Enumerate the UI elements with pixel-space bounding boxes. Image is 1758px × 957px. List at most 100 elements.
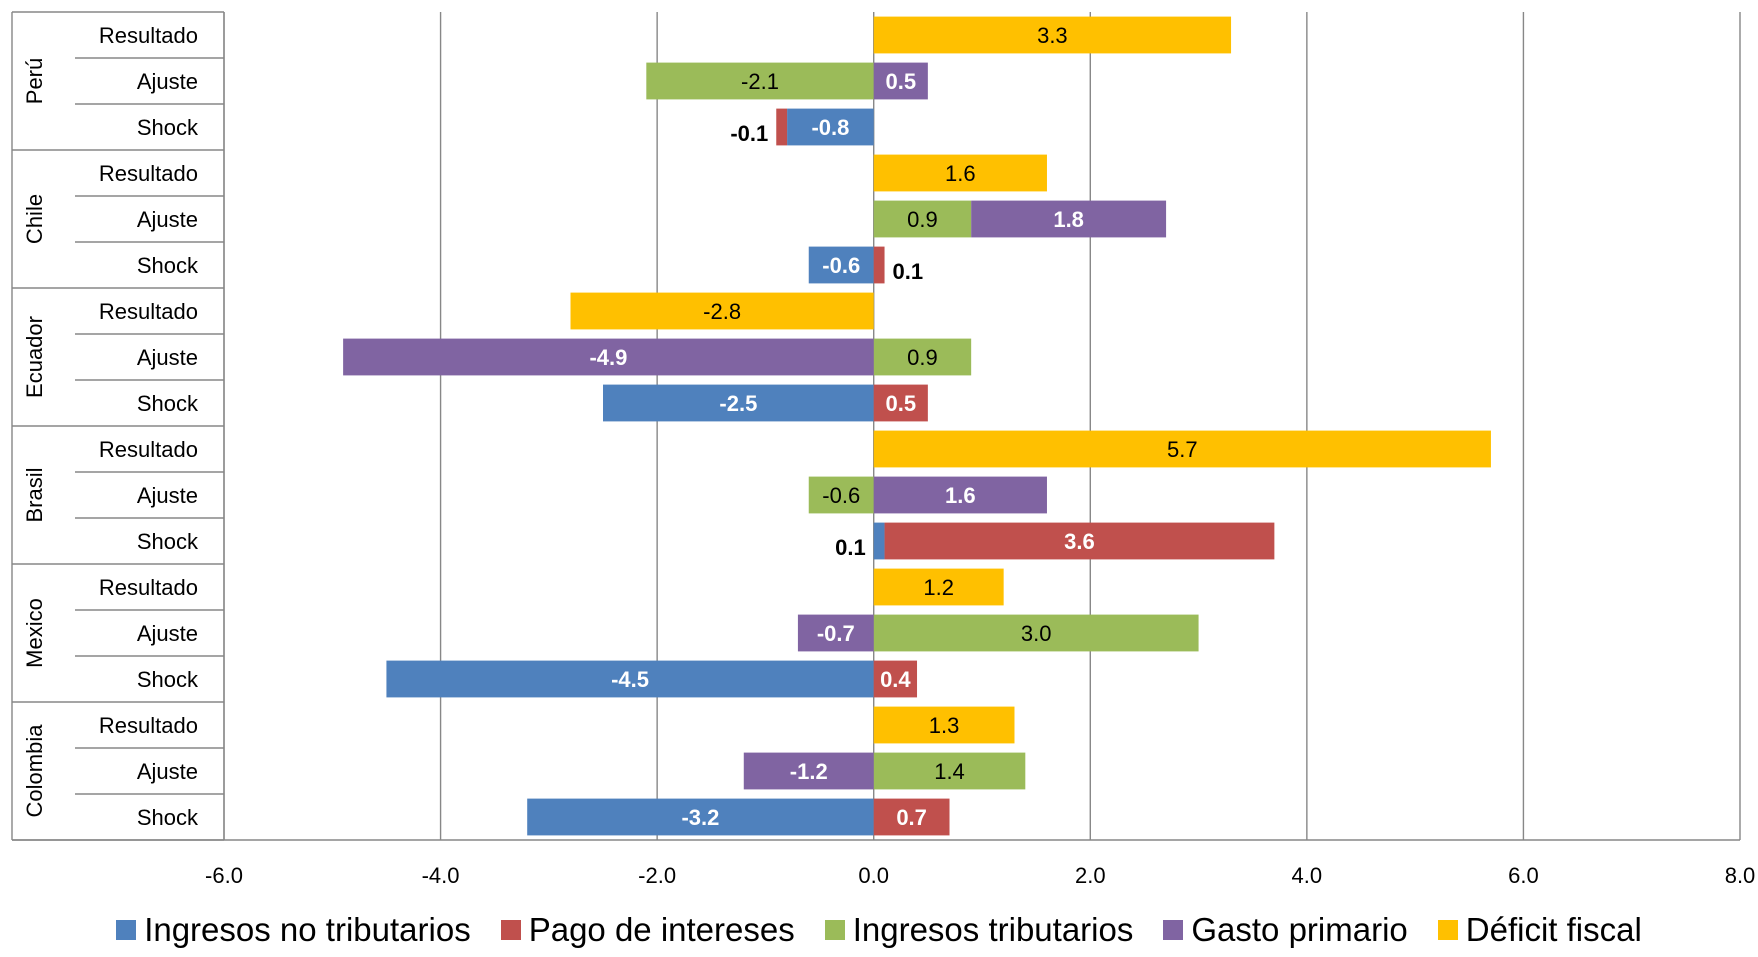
data-label: -2.8: [703, 299, 741, 324]
data-label: 0.5: [885, 69, 916, 94]
data-label: 0.1: [835, 535, 866, 560]
x-tick-label: 8.0: [1725, 863, 1756, 888]
bar-deficit_fiscal: [570, 292, 874, 330]
bar-ingresos_no_tributarios: [873, 522, 885, 560]
bar-ingresos_no_tributarios: [386, 660, 874, 698]
bar-ingresos_no_tributarios: [808, 246, 874, 284]
bar-pago_de_intereses: [873, 384, 928, 422]
x-tick-label: 2.0: [1075, 863, 1106, 888]
legend-item: Déficit fiscal: [1437, 911, 1642, 949]
data-label: -0.6: [822, 483, 860, 508]
group-label: Ecuador: [22, 316, 47, 398]
data-label: 0.9: [907, 345, 938, 370]
bar-gasto_primario: [797, 614, 874, 652]
legend-label: Ingresos no tributarios: [144, 911, 471, 948]
x-tick-label: -6.0: [205, 863, 243, 888]
data-label: -0.8: [811, 115, 849, 140]
row-label: Ajuste: [137, 207, 198, 232]
data-label: -0.7: [817, 621, 855, 646]
data-label: -3.2: [681, 805, 719, 830]
group-label: Brasil: [22, 467, 47, 522]
bar-ingresos_tributarios: [873, 752, 1026, 790]
legend-swatch: [116, 920, 137, 940]
data-label: 1.3: [929, 713, 960, 738]
legend-label: Ingresos tributarios: [852, 911, 1134, 948]
legend-swatch: [824, 920, 845, 940]
row-label: Ajuste: [137, 69, 198, 94]
bar-gasto_primario: [971, 200, 1167, 238]
group-label: Mexico: [22, 598, 47, 668]
row-label: Resultado: [99, 437, 198, 462]
bar-ingresos_tributarios: [873, 200, 972, 238]
row-label: Shock: [137, 805, 199, 830]
group-label: Perú: [22, 58, 47, 104]
data-label: 1.6: [945, 483, 976, 508]
data-label: 3.3: [1037, 23, 1068, 48]
bar-pago_de_intereses: [873, 660, 918, 698]
x-tick-label: 0.0: [858, 863, 889, 888]
legend-swatch: [1163, 920, 1184, 940]
bar-deficit_fiscal: [873, 16, 1232, 54]
chart-svg: -6.0 -4.0 -2.0 0.0 2.0 4.0 6.0 8.0 Perú Resultado…: [11, 11, 1756, 888]
bar-ingresos_no_tributarios: [527, 798, 874, 836]
bar-gasto_primario: [743, 752, 874, 790]
chart-legend: Ingresos no tributarios Pago de intereses…: [0, 908, 1758, 952]
x-tick-label: 4.0: [1292, 863, 1323, 888]
x-tick-label: -2.0: [638, 863, 676, 888]
data-label: 1.8: [1053, 207, 1084, 232]
row-label: Ajuste: [137, 759, 198, 784]
bar-pago_de_intereses: [776, 108, 788, 146]
bar-deficit_fiscal: [873, 706, 1015, 744]
legend-item: Pago de intereses: [500, 911, 795, 949]
x-tick-label: -4.0: [422, 863, 460, 888]
data-label: 0.7: [896, 805, 927, 830]
legend-label: Gasto primario: [1191, 911, 1408, 948]
bar-gasto_primario: [343, 338, 874, 376]
data-label: 1.6: [945, 161, 976, 186]
group-label: Chile: [22, 194, 47, 244]
row-label: Resultado: [99, 299, 198, 324]
data-label: -4.5: [611, 667, 649, 692]
bar-ingresos_tributarios: [873, 338, 972, 376]
legend-label: Pago de intereses: [528, 911, 795, 948]
bar-deficit_fiscal: [873, 154, 1047, 192]
bar-gasto_primario: [873, 62, 928, 100]
data-label: 0.1: [893, 259, 924, 284]
row-label: Resultado: [99, 161, 198, 186]
x-tick-label: 6.0: [1508, 863, 1539, 888]
group-label: Colombia: [22, 724, 47, 818]
legend-item: Gasto primario: [1163, 911, 1408, 949]
bar-ingresos_tributarios: [646, 62, 874, 100]
data-label: 1.2: [923, 575, 954, 600]
data-label: 3.6: [1064, 529, 1095, 554]
data-label: -0.1: [730, 121, 768, 146]
bar-ingresos_no_tributarios: [603, 384, 874, 422]
bar-ingresos_tributarios: [808, 476, 874, 514]
legend-swatch: [1437, 920, 1458, 940]
bar-ingresos_no_tributarios: [787, 108, 874, 146]
legend-item: Ingresos no tributarios: [116, 911, 471, 949]
legend-swatch: [500, 920, 521, 940]
bar-gasto_primario: [873, 476, 1047, 514]
bar-pago_de_intereses: [884, 522, 1275, 560]
row-label: Shock: [137, 253, 199, 278]
data-label: 3.0: [1021, 621, 1052, 646]
data-label: -4.9: [589, 345, 627, 370]
data-label: -1.2: [790, 759, 828, 784]
bar-pago_de_intereses: [873, 798, 950, 836]
data-label: -2.1: [741, 69, 779, 94]
legend-item: Ingresos tributarios: [824, 911, 1134, 949]
legend-label: Déficit fiscal: [1465, 911, 1642, 948]
data-label: 0.9: [907, 207, 938, 232]
row-label: Resultado: [99, 575, 198, 600]
data-label: -0.6: [822, 253, 860, 278]
data-label: 0.4: [880, 667, 911, 692]
row-label: Shock: [137, 391, 199, 416]
row-label: Ajuste: [137, 345, 198, 370]
data-label: 1.4: [934, 759, 965, 784]
data-label: -2.5: [719, 391, 757, 416]
row-label: Ajuste: [137, 621, 198, 646]
row-label: Shock: [137, 529, 199, 554]
row-label: Ajuste: [137, 483, 198, 508]
